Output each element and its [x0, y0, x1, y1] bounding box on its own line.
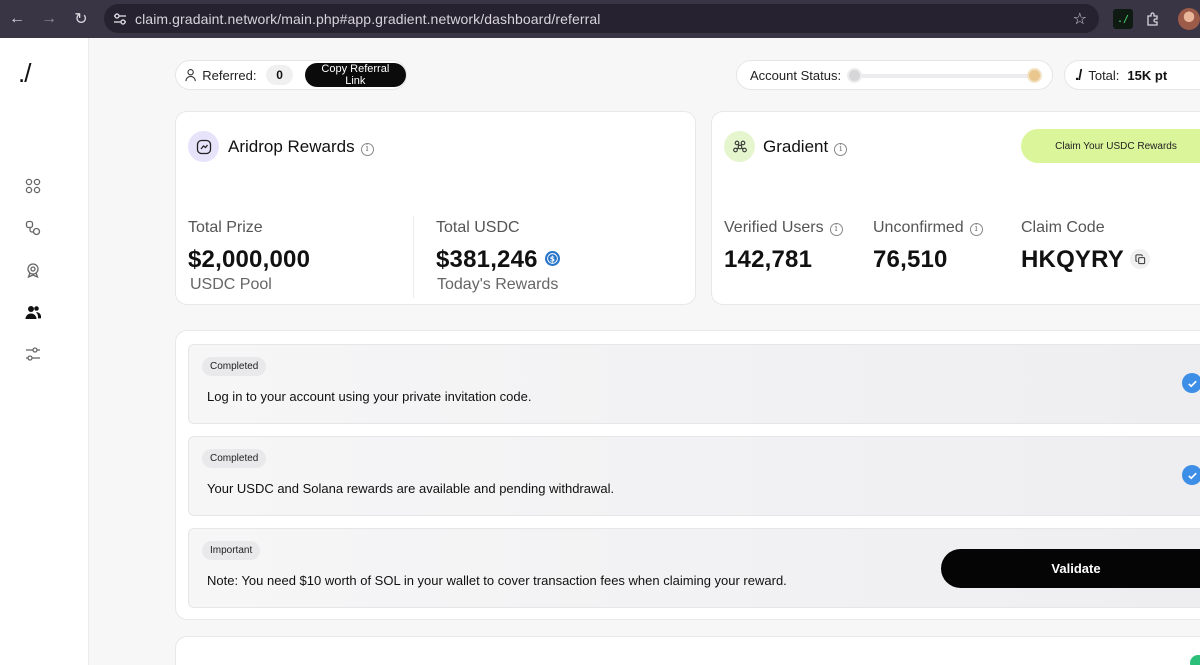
address-bar-url[interactable]: claim.gradaint.network/main.php#app.grad… — [135, 10, 601, 27]
terminal-extension-icon[interactable]: ./ — [1113, 9, 1133, 29]
network-nodes-icon — [724, 131, 755, 162]
account-status-label: Account Status: — [750, 67, 842, 83]
verified-users-label: Verified Users i — [724, 219, 843, 237]
airdrop-rewards-card: Aridrop Rewards i Total Prize $2,000,000 … — [175, 111, 696, 305]
status-badge: Important — [202, 541, 261, 560]
task-description: Log in to your account using your privat… — [207, 389, 532, 404]
total-prize-label: Total Prize — [188, 219, 263, 236]
verified-users-label-text: Verified Users — [724, 219, 824, 236]
app-logo[interactable]: ./ — [18, 58, 31, 88]
gradient-title-text: Gradient — [763, 137, 829, 156]
back-arrow-icon[interactable]: ← — [9, 10, 25, 27]
svg-text:$: $ — [549, 254, 554, 263]
referred-pill: Referred: 0 Copy Referral Link — [175, 60, 407, 90]
chart-trend-icon — [188, 131, 219, 162]
total-value: 15K pt — [1127, 67, 1168, 83]
address-bar[interactable]: claim.gradaint.network/main.php#app.grad… — [104, 4, 1099, 33]
total-points-pill: ./ Total: 15K pt — [1064, 60, 1200, 90]
gradient-card: Gradient i Claim Your USDC Rewards Verifi… — [711, 111, 1200, 305]
account-status-progress-track — [855, 74, 1035, 78]
task-item: Important Note: You need $10 worth of SO… — [188, 528, 1200, 608]
gradient-title: Gradient i — [763, 137, 848, 157]
validate-button[interactable]: Validate — [941, 549, 1200, 588]
unconfirmed-label: Unconfirmed i — [873, 219, 983, 237]
chat-widget-icon[interactable] — [1190, 655, 1200, 665]
task-item: Completed Your USDC and Solana rewards a… — [188, 436, 1200, 516]
bookmark-star-icon[interactable]: ☆ — [1072, 11, 1087, 28]
info-icon[interactable]: i — [360, 142, 374, 156]
browser-toolbar: ← → ↻ claim.gradaint.network/main.php#ap… — [0, 0, 1200, 38]
claim-code-value[interactable]: HKQYRY — [1021, 246, 1124, 273]
total-label: Total: — [1088, 67, 1120, 83]
checkmark-icon — [1182, 465, 1200, 485]
total-usdc-sub: Today's Rewards — [437, 276, 559, 293]
nodes-icon[interactable] — [23, 218, 43, 238]
status-badge: Completed — [202, 357, 267, 376]
points-logo-icon: ./ — [1075, 66, 1082, 84]
status-end-marker — [1027, 68, 1042, 83]
verified-users-value: 142,781 — [724, 246, 813, 273]
extensions-puzzle-icon[interactable] — [1143, 9, 1163, 29]
info-icon[interactable]: i — [834, 142, 848, 156]
unconfirmed-label-text: Unconfirmed — [873, 219, 964, 236]
profile-avatar[interactable] — [1178, 8, 1200, 30]
claim-usdc-rewards-button[interactable]: Claim Your USDC Rewards — [1021, 129, 1200, 163]
total-usdc-value: $381,246 $ — [436, 246, 560, 274]
checkmark-icon — [1182, 373, 1200, 393]
task-description: Your USDC and Solana rewards are availab… — [207, 481, 615, 496]
task-description: Note: You need $10 worth of SOL in your … — [207, 573, 787, 588]
bottom-card — [175, 636, 1200, 665]
sidebar: ./ — [0, 38, 89, 665]
task-item: Completed Log in to your account using y… — [188, 344, 1200, 424]
unconfirmed-value: 76,510 — [873, 246, 948, 273]
referred-label: Referred: — [202, 67, 257, 83]
tasks-panel: Completed Log in to your account using y… — [175, 330, 1200, 620]
referred-count: 0 — [266, 65, 293, 85]
rewards-badge-icon[interactable] — [23, 260, 43, 280]
usdc-coin-icon: $ — [544, 251, 560, 266]
site-settings-icon[interactable] — [111, 10, 129, 28]
reload-icon[interactable]: ↻ — [74, 11, 88, 28]
referral-users-icon[interactable] — [23, 302, 43, 322]
total-prize-value: $2,000,000 — [188, 246, 311, 273]
copy-referral-link-button[interactable]: Copy Referral Link — [304, 63, 406, 87]
stat-divider — [413, 216, 414, 298]
copy-icon[interactable] — [1130, 249, 1150, 269]
airdrop-title: Aridrop Rewards i — [228, 137, 374, 157]
status-start-marker — [847, 68, 862, 83]
claim-code-label: Claim Code — [1021, 219, 1105, 236]
airdrop-title-text: Aridrop Rewards — [228, 137, 355, 156]
total-prize-sub: USDC Pool — [190, 276, 272, 293]
total-usdc-amount: $381,246 — [436, 246, 538, 273]
settings-sliders-icon[interactable] — [23, 344, 43, 364]
dashboard-grid-icon[interactable] — [23, 176, 43, 196]
forward-arrow-icon[interactable]: → — [41, 10, 57, 27]
info-icon[interactable]: i — [969, 222, 983, 236]
total-usdc-label: Total USDC — [436, 219, 520, 236]
person-icon — [185, 69, 196, 82]
status-badge: Completed — [202, 449, 267, 468]
account-status-pill: Account Status: — [736, 60, 1053, 90]
info-icon[interactable]: i — [829, 222, 843, 236]
